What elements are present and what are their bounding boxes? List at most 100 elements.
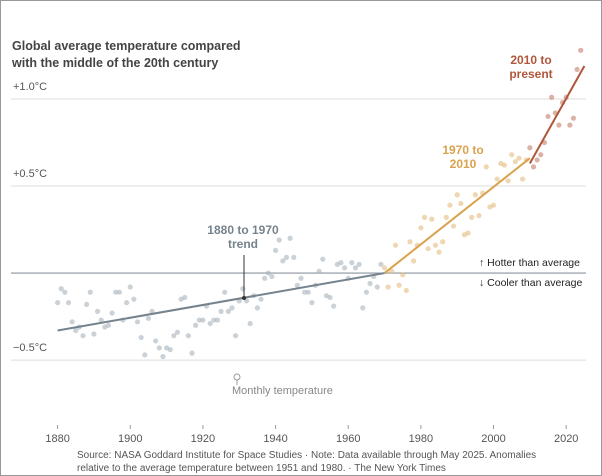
data-point bbox=[222, 289, 228, 295]
source-note: Source: NASA Goddard Institute for Space… bbox=[77, 450, 537, 474]
data-point bbox=[425, 246, 431, 252]
data-point bbox=[516, 155, 522, 161]
data-point bbox=[73, 327, 79, 334]
data-point bbox=[94, 308, 101, 314]
data-point bbox=[374, 284, 380, 290]
data-point bbox=[520, 176, 526, 182]
chart-title: Global average temperature compared with… bbox=[12, 39, 241, 70]
data-point bbox=[505, 178, 511, 184]
data-point bbox=[98, 317, 104, 323]
x-tick-label: 1900 bbox=[118, 433, 142, 445]
data-point bbox=[283, 254, 290, 260]
data-point bbox=[381, 265, 388, 271]
data-point bbox=[156, 345, 162, 351]
trend-line bbox=[529, 65, 586, 164]
data-point bbox=[509, 152, 515, 158]
data-point bbox=[305, 289, 311, 295]
data-point bbox=[356, 261, 362, 267]
data-point bbox=[443, 214, 449, 220]
data-point bbox=[233, 333, 239, 339]
data-point bbox=[385, 284, 391, 290]
y-tick-label: +1.0°C bbox=[13, 81, 47, 93]
data-point bbox=[171, 333, 177, 339]
data-point bbox=[229, 305, 235, 311]
x-tick-label: 1960 bbox=[336, 433, 360, 445]
data-point bbox=[298, 275, 304, 281]
data-point bbox=[211, 317, 217, 323]
data-point bbox=[113, 289, 119, 295]
hotter-label: ↑ Hotter than average bbox=[479, 257, 580, 269]
y-tick-label: −0.5°C bbox=[13, 342, 47, 354]
data-point bbox=[403, 287, 409, 294]
data-point bbox=[200, 317, 206, 323]
data-point bbox=[225, 308, 231, 314]
data-point bbox=[124, 300, 130, 306]
data-point bbox=[185, 333, 191, 339]
data-point bbox=[400, 272, 406, 278]
data-point bbox=[105, 322, 112, 328]
data-point bbox=[527, 145, 533, 151]
data-point bbox=[302, 289, 308, 295]
data-point bbox=[494, 176, 500, 182]
trend-pointer-dot bbox=[242, 296, 246, 300]
data-point bbox=[389, 268, 395, 274]
data-point bbox=[349, 260, 355, 266]
data-point bbox=[545, 113, 551, 120]
data-point bbox=[291, 254, 297, 260]
data-point bbox=[501, 162, 508, 168]
data-point bbox=[265, 270, 271, 276]
data-point bbox=[262, 275, 268, 281]
data-point bbox=[153, 338, 159, 344]
data-point bbox=[80, 333, 86, 339]
data-point bbox=[472, 192, 478, 198]
data-point bbox=[54, 300, 61, 306]
data-point bbox=[341, 265, 348, 271]
data-point bbox=[483, 164, 489, 170]
data-point bbox=[91, 331, 97, 337]
data-point bbox=[407, 239, 413, 245]
data-point bbox=[193, 322, 199, 328]
data-point bbox=[530, 164, 537, 170]
data-point bbox=[65, 300, 72, 306]
data-point bbox=[218, 308, 224, 314]
data-point bbox=[316, 268, 322, 274]
trend-label: 1880 to 1970 trend bbox=[207, 223, 279, 251]
data-point bbox=[309, 300, 315, 306]
data-point bbox=[174, 329, 181, 335]
data-point bbox=[436, 249, 442, 255]
data-point bbox=[367, 280, 373, 287]
data-point bbox=[454, 192, 460, 198]
data-point bbox=[450, 223, 457, 229]
data-point bbox=[538, 152, 544, 158]
data-point bbox=[145, 315, 152, 321]
data-point bbox=[127, 284, 133, 290]
data-point bbox=[352, 265, 359, 271]
data-point bbox=[254, 305, 261, 311]
x-tick-label: 2020 bbox=[554, 433, 578, 445]
data-point bbox=[84, 301, 90, 307]
key-point bbox=[233, 373, 241, 381]
data-point bbox=[109, 310, 115, 316]
data-point bbox=[240, 286, 246, 292]
data-point bbox=[556, 122, 562, 128]
data-point bbox=[138, 334, 144, 341]
data-point bbox=[549, 94, 555, 100]
data-point bbox=[214, 317, 221, 323]
data-point bbox=[69, 319, 75, 325]
trend-line bbox=[383, 157, 531, 274]
data-point bbox=[207, 320, 213, 327]
data-point bbox=[327, 294, 333, 301]
data-point bbox=[429, 216, 435, 222]
data-point bbox=[392, 242, 399, 248]
trend-label: 1970 to 2010 bbox=[442, 143, 484, 171]
data-point bbox=[189, 350, 195, 356]
key-label: Monthly temperature bbox=[232, 385, 333, 397]
data-point bbox=[258, 296, 264, 302]
data-point bbox=[272, 247, 279, 254]
data-point bbox=[411, 258, 417, 264]
x-tick-label: 1940 bbox=[263, 433, 287, 445]
data-point bbox=[418, 225, 424, 231]
data-point bbox=[287, 235, 293, 241]
